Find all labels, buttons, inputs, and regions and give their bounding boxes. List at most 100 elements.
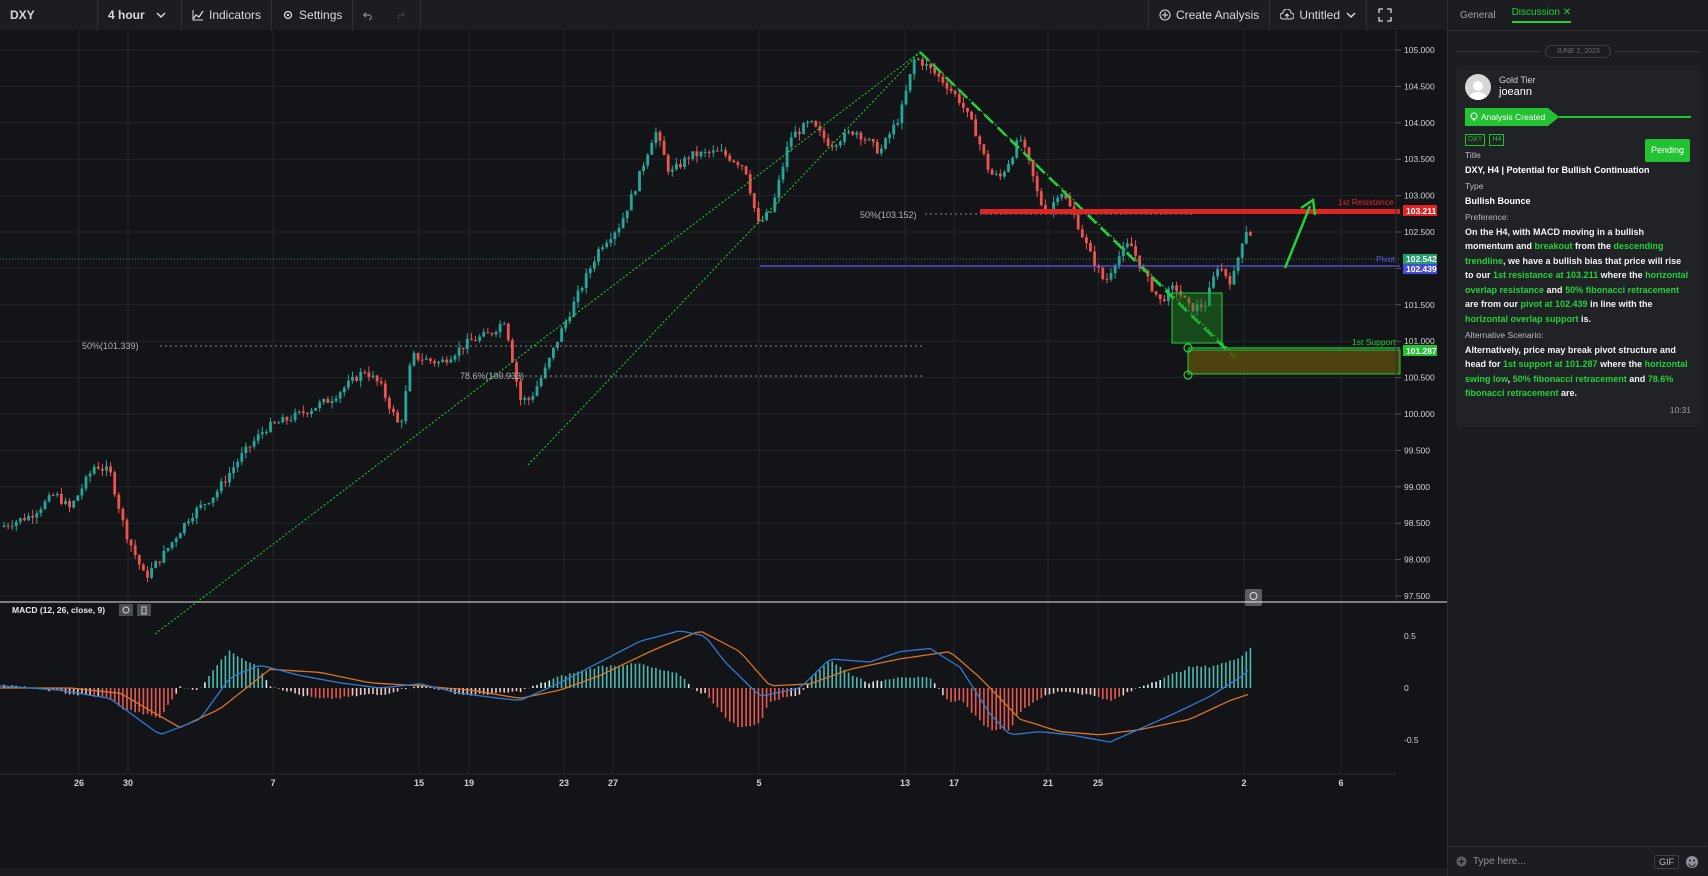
- candle-body: [1175, 285, 1178, 292]
- candle-body: [593, 261, 596, 269]
- candle-body: [150, 567, 153, 578]
- candle-body: [552, 347, 555, 358]
- message-composer[interactable]: Type here... GIF: [1448, 846, 1707, 876]
- candle-body: [761, 220, 764, 222]
- candle-body: [605, 242, 609, 248]
- pivot-price-tag-2: [1403, 264, 1437, 274]
- fib-label-50: 50%(101.339): [82, 341, 139, 351]
- candle-body: [556, 341, 559, 348]
- candle-body: [818, 126, 822, 131]
- candle-body: [207, 502, 211, 505]
- plus-circle-icon: [1159, 9, 1171, 21]
- candle-body: [388, 397, 391, 409]
- fullscreen-button[interactable]: [1367, 0, 1407, 30]
- candle-body: [601, 247, 604, 250]
- candle-body: [43, 501, 47, 510]
- candle-body: [515, 362, 518, 382]
- macd-settings-icon[interactable]: [119, 604, 133, 616]
- candle-body: [617, 228, 621, 233]
- candle-body: [966, 107, 969, 112]
- candle-body: [609, 239, 613, 243]
- candle-body: [929, 64, 932, 68]
- layout-save-dropdown[interactable]: Untitled: [1270, 0, 1367, 30]
- panel-tabs: General Discussion ✕: [1448, 0, 1708, 31]
- candle-body: [408, 365, 412, 392]
- macd-delete-icon[interactable]: [137, 604, 151, 616]
- candle-body: [170, 542, 174, 549]
- candle-body: [1076, 214, 1080, 230]
- indicators-label: Indicators: [209, 8, 262, 22]
- candle-body: [978, 136, 982, 145]
- lightbulb-icon: [1245, 589, 1262, 606]
- candle-body: [1195, 304, 1199, 312]
- redo-button[interactable]: [387, 0, 422, 30]
- candle-body: [752, 193, 756, 209]
- support-zone: [1187, 349, 1401, 375]
- fullscreen-icon: [1377, 8, 1392, 22]
- candle-body: [1060, 194, 1064, 198]
- candle-body: [769, 211, 773, 213]
- candle-body: [1126, 243, 1129, 248]
- indicators-button[interactable]: Indicators: [182, 0, 273, 30]
- tab-general[interactable]: General: [1460, 9, 1496, 21]
- status-pill: Analysis Created: [1465, 108, 1560, 126]
- candle-body: [523, 397, 527, 400]
- candle-body: [1212, 276, 1215, 288]
- username: joeann: [1499, 86, 1533, 98]
- user-tier: Gold Tier: [1499, 75, 1536, 85]
- date-separator: JUNE 2, 2023: [1456, 45, 1700, 58]
- price-tick-label: 98.500: [1404, 518, 1430, 528]
- price-chart[interactable]: 50%(103.152) 50%(101.339) 78.6%(100.933)…: [0, 30, 1447, 868]
- interval-dropdown[interactable]: 4 hour: [98, 0, 182, 30]
- type-value: Bullish Bounce: [1465, 195, 1531, 206]
- candle-body: [224, 481, 227, 483]
- candle-body: [1162, 299, 1166, 301]
- chart-toolbar: DXY 4 hour Indicators Settings Create An…: [0, 0, 1447, 31]
- plus-circle-icon[interactable]: [1456, 856, 1467, 867]
- message-input[interactable]: Type here...: [1473, 856, 1526, 867]
- symbol-selector[interactable]: DXY: [0, 0, 98, 30]
- breakout-box: [1171, 292, 1223, 344]
- emoji-icon[interactable]: [1685, 855, 1699, 869]
- candle-body: [96, 466, 100, 469]
- candle-body: [215, 491, 219, 498]
- candle-body: [187, 521, 190, 523]
- undo-button[interactable]: [353, 0, 387, 30]
- date-tick-label: 30: [123, 778, 133, 788]
- close-icon[interactable]: ✕: [1562, 7, 1572, 18]
- candle-body: [625, 210, 629, 219]
- candle-body: [638, 170, 641, 192]
- candle-body: [826, 138, 830, 147]
- candle-body: [199, 504, 203, 508]
- candle-body: [228, 472, 231, 483]
- settings-button[interactable]: Settings: [272, 0, 354, 30]
- create-analysis-button[interactable]: Create Analysis: [1147, 0, 1271, 30]
- candle-body: [482, 332, 486, 337]
- candle-body: [465, 338, 469, 350]
- gif-button[interactable]: GIF: [1654, 855, 1679, 869]
- candle-body: [429, 358, 432, 361]
- candle-body: [461, 347, 465, 350]
- price-tick-label: 98.000: [1404, 555, 1430, 565]
- candle-body: [933, 67, 937, 74]
- candle-body: [342, 387, 346, 393]
- chart-area[interactable]: 50%(103.152) 50%(101.339) 78.6%(100.933)…: [0, 30, 1447, 868]
- candle-body: [1220, 269, 1224, 271]
- candle-body: [301, 411, 305, 414]
- tab-discussion-label: Discussion: [1511, 7, 1560, 18]
- resistance-price-tag: [1403, 205, 1437, 216]
- candle-body: [888, 134, 891, 139]
- candle-body: [367, 372, 371, 378]
- candle-body: [535, 386, 539, 396]
- target-arrow-shaft: [1283, 205, 1312, 269]
- candle-body: [802, 123, 805, 135]
- candle-body: [962, 102, 965, 108]
- candle-body: [146, 570, 149, 578]
- candle-body: [662, 140, 666, 156]
- discussion-panel: General Discussion ✕ JUNE 2, 2023 Gold T…: [1447, 0, 1708, 876]
- candle-body: [486, 332, 490, 334]
- candle-body: [634, 191, 637, 195]
- tab-discussion[interactable]: Discussion ✕: [1511, 7, 1572, 23]
- candle-body: [588, 268, 592, 274]
- settings-label: Settings: [299, 8, 343, 22]
